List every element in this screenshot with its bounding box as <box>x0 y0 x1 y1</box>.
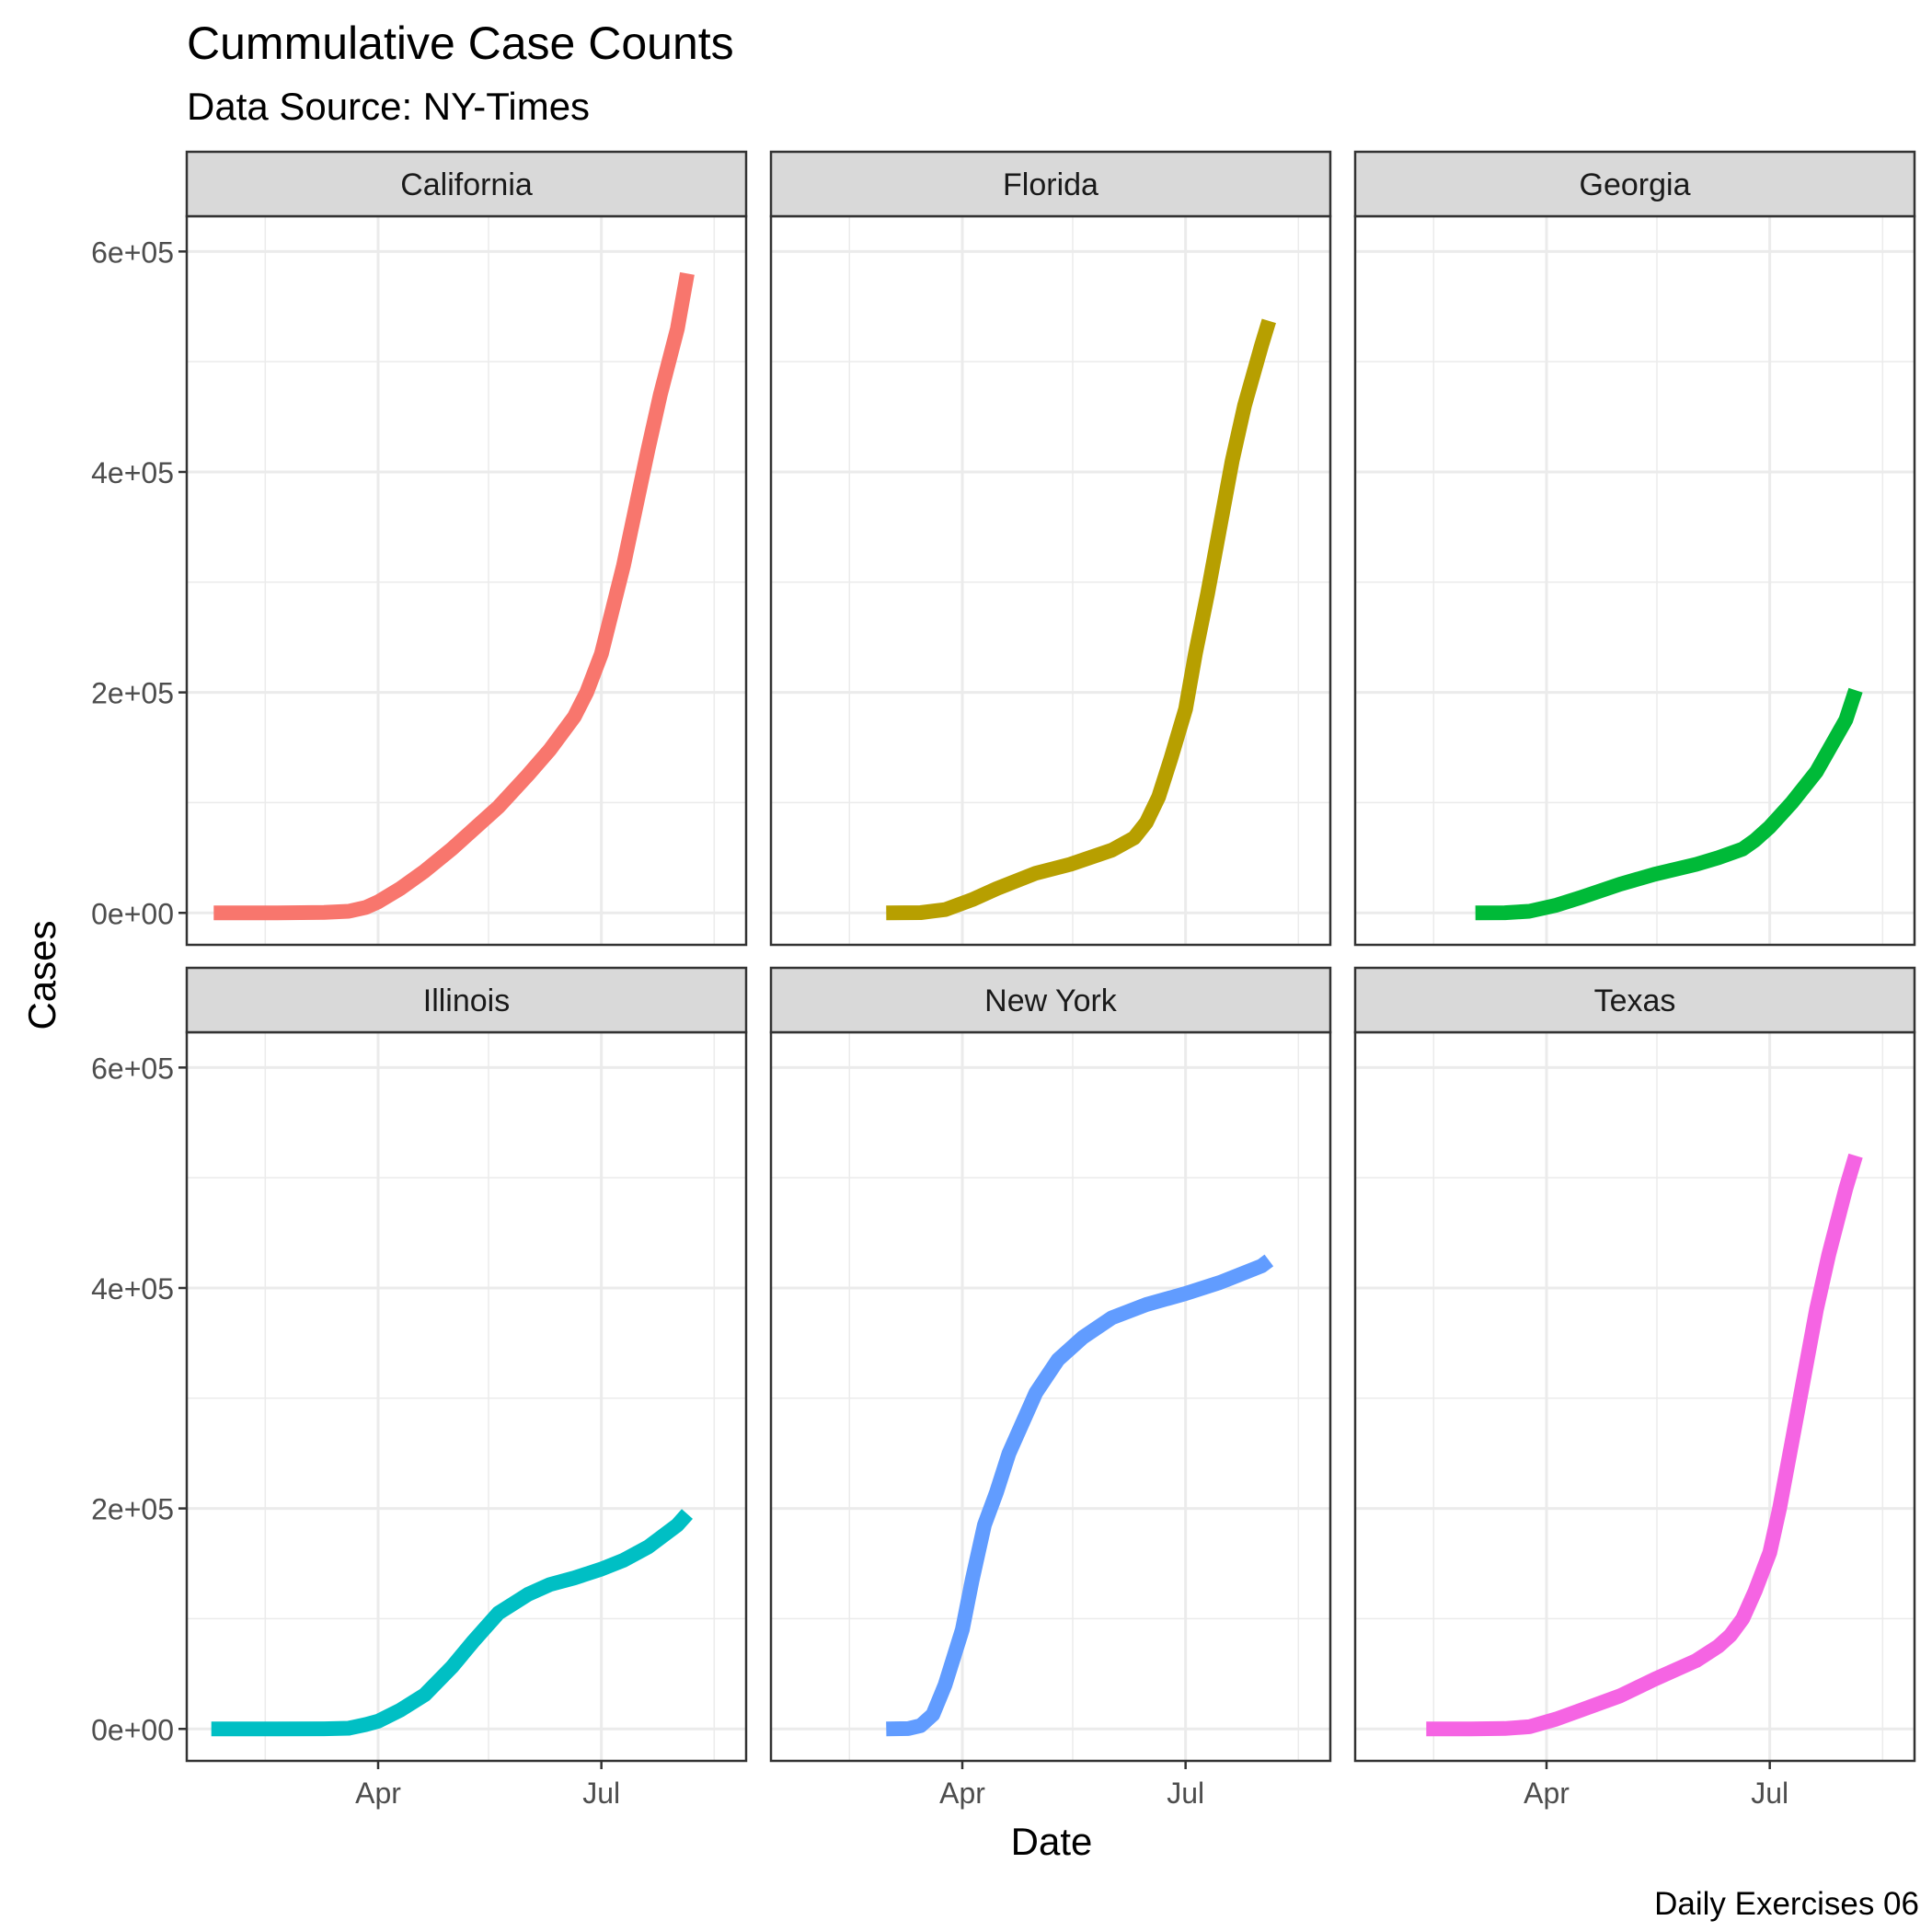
x-tick-label: Jul <box>1751 1777 1788 1810</box>
panel-background <box>1355 1032 1915 1761</box>
facet-panel-new-york: New York Apr Jul <box>769 966 1332 1810</box>
series-line-texas <box>1426 1153 1863 1737</box>
chart-caption: Daily Exercises 06 <box>1654 1886 1919 1922</box>
facet-strip <box>185 150 748 218</box>
y-tick-label: 2e+05 <box>91 1493 174 1526</box>
y-tick-label: 0e+00 <box>91 897 174 930</box>
x-tick-label: Jul <box>1167 1777 1204 1810</box>
panel-background <box>1355 216 1915 945</box>
y-tick-label: 0e+00 <box>91 1713 174 1746</box>
series-line-new-york <box>886 1254 1274 1737</box>
facet-panel-georgia: Georgia <box>1353 150 1916 947</box>
facet-panel-illinois: Illinois 0e+00 2e+05 4e+05 6e+05 Apr Jul <box>91 966 748 1810</box>
facet-strip <box>1353 150 1916 218</box>
y-tick-label: 2e+05 <box>91 677 174 710</box>
panel-background <box>187 216 746 945</box>
chart-title: Cummulative Case Counts <box>187 17 734 69</box>
y-axis-label: Cases <box>20 920 63 1030</box>
x-tick-label: Jul <box>582 1777 620 1810</box>
x-tick-label: Apr <box>939 1777 985 1810</box>
chart-subtitle: Data Source: NY-Times <box>187 85 591 128</box>
facet-panel-california: California 0e+00 2e+05 4e+05 6e+05 <box>91 150 748 947</box>
facet-strip <box>769 966 1332 1034</box>
facet-panel-florida: Florida <box>769 150 1332 947</box>
y-tick-label: 4e+05 <box>91 456 174 489</box>
series-line-california <box>213 271 695 921</box>
x-axis-label: Date <box>1010 1820 1093 1863</box>
facet-strip-label: Georgia <box>1580 167 1691 202</box>
panel-background <box>771 1032 1330 1761</box>
y-tick-label: 6e+05 <box>91 236 174 269</box>
x-tick-label: Apr <box>355 1777 401 1810</box>
facet-strip <box>769 150 1332 218</box>
panel-background <box>771 216 1330 945</box>
facet-strip-label: Illinois <box>423 983 510 1018</box>
series-line-illinois <box>211 1509 693 1737</box>
facet-strip <box>185 966 748 1034</box>
facet-strip <box>1353 966 1916 1034</box>
series-line-georgia <box>1475 687 1863 921</box>
facet-strip-label: California <box>400 167 533 202</box>
facet-strip-label: Texas <box>1594 983 1676 1018</box>
y-tick-label: 6e+05 <box>91 1052 174 1085</box>
facet-strip-label: New York <box>984 983 1118 1018</box>
facet-panel-texas: Texas Apr Jul <box>1353 966 1916 1810</box>
y-tick-label: 4e+05 <box>91 1272 174 1305</box>
facet-strip-label: Florida <box>1003 167 1098 202</box>
x-tick-label: Apr <box>1524 1777 1570 1810</box>
series-line-florida <box>886 318 1276 921</box>
